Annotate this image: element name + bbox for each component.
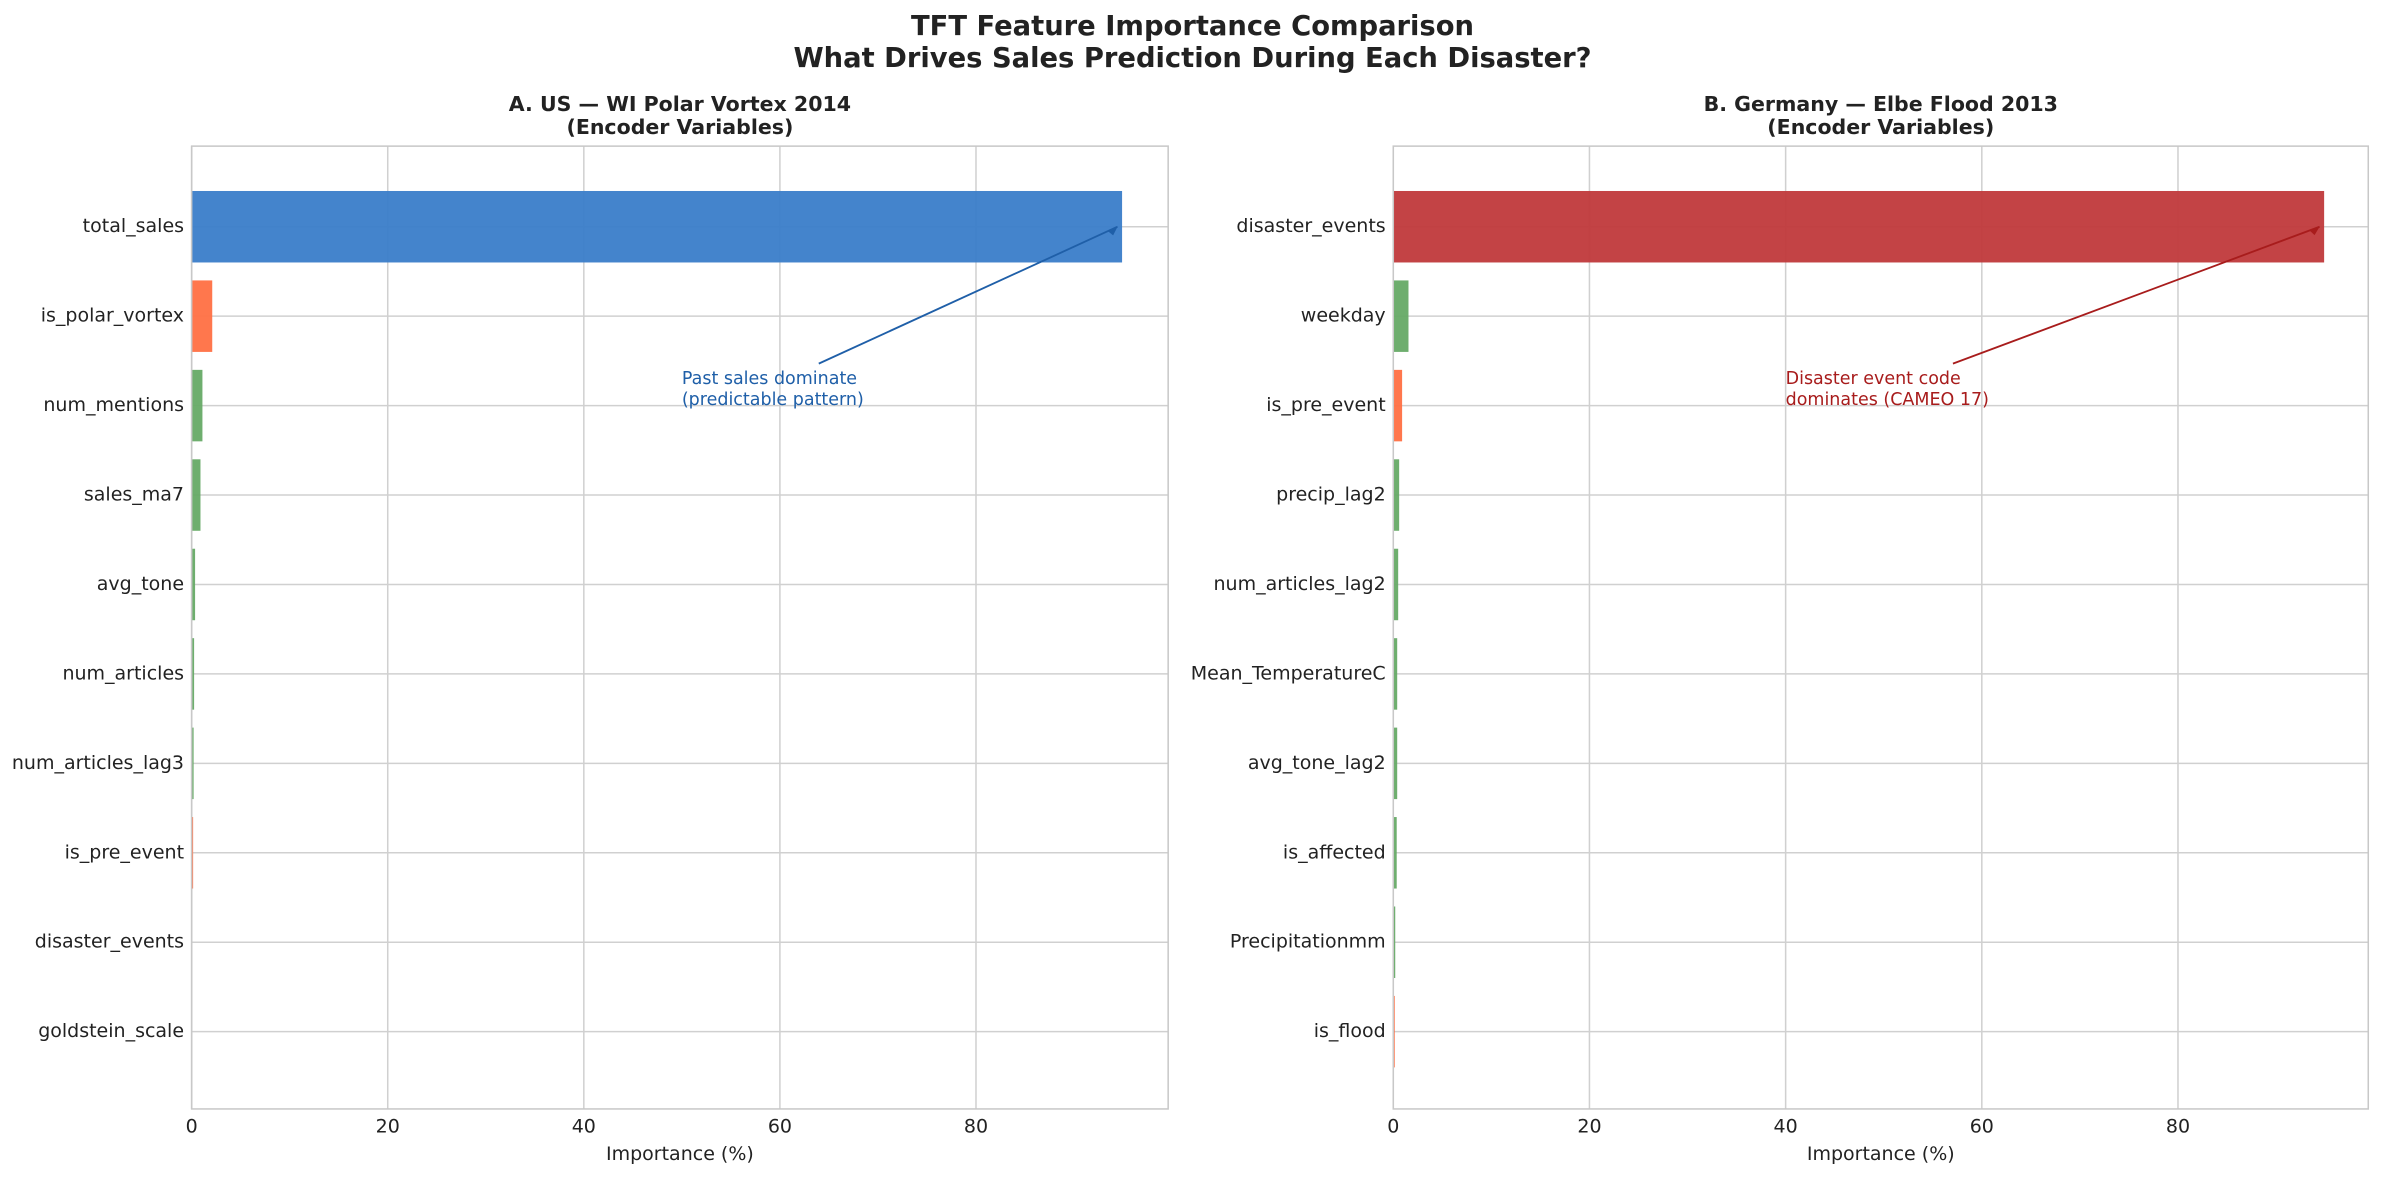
x-axis-label: Importance (%): [606, 1143, 754, 1165]
y-tick-label: avg_tone: [97, 573, 184, 595]
x-tick-label: 80: [964, 1116, 988, 1138]
y-tick-label: is_pre_event: [65, 841, 184, 863]
y-tick-label: disaster_events: [35, 931, 184, 953]
y-tick-label: num_mentions: [43, 394, 184, 416]
annotation-arrowhead: [2309, 226, 2320, 236]
figure-subtitle: What Drives Sales Prediction During Each…: [793, 43, 1591, 74]
x-tick-label: 80: [2166, 1116, 2190, 1138]
x-tick-label: 40: [572, 1116, 596, 1138]
y-tick-label: num_articles_lag2: [1214, 573, 1386, 595]
bar: [1393, 280, 1409, 352]
x-axis-label: Importance (%): [1807, 1143, 1955, 1165]
y-tick-label: disaster_events: [1236, 215, 1385, 237]
bar: [1393, 190, 2325, 263]
annotation: Disaster event code: [1786, 369, 1961, 389]
x-tick-label: 20: [1577, 1116, 1601, 1138]
y-tick-label: total_sales: [83, 215, 184, 237]
plot-frame: [1392, 145, 2370, 1110]
bar: [1393, 817, 1397, 889]
bar: [1393, 638, 1398, 710]
annotation-arrow: [1952, 225, 2320, 365]
bar: [191, 280, 213, 352]
figure-title: TFT Feature Importance Comparison: [911, 11, 1474, 42]
y-tick-label: is_flood: [1314, 1020, 1386, 1042]
x-tick-label: 0: [1387, 1116, 1399, 1138]
bar: [1393, 906, 1396, 978]
x-tick-label: 60: [768, 1116, 792, 1138]
y-tick-label: weekday: [1301, 305, 1386, 327]
annotation: dominates (CAMEO 17): [1786, 390, 1989, 410]
y-tick-label: is_polar_vortex: [41, 305, 184, 327]
bar: [1393, 727, 1398, 800]
y-tick-label: avg_tone_lag2: [1248, 752, 1386, 774]
panel-title: B. Germany — Elbe Flood 2013: [1704, 92, 2058, 116]
bar: [191, 459, 201, 531]
plot-frame: [190, 145, 1169, 1110]
y-tick-label: num_articles_lag3: [12, 752, 184, 774]
y-tick-label: Mean_TemperatureC: [1191, 662, 1386, 684]
bar: [1393, 369, 1403, 442]
y-tick-label: is_affected: [1283, 841, 1386, 863]
y-tick-label: Precipitationmm: [1230, 931, 1386, 953]
annotation: (predictable pattern): [682, 390, 864, 410]
bar: [191, 638, 195, 710]
bar: [1393, 459, 1400, 531]
y-tick-label: goldstein_scale: [38, 1020, 184, 1042]
y-tick-label: sales_ma7: [84, 484, 184, 506]
panel-subtitle: (Encoder Variables): [566, 115, 793, 139]
y-tick-label: is_pre_event: [1266, 394, 1385, 416]
bar: [191, 369, 203, 442]
panel-title: A. US — WI Polar Vortex 2014: [509, 92, 851, 116]
annotation-arrow: [818, 225, 1118, 365]
x-tick-label: 20: [376, 1116, 400, 1138]
x-tick-label: 0: [186, 1116, 198, 1138]
annotation-arrowhead: [1107, 226, 1118, 236]
bar: [1393, 548, 1399, 621]
x-tick-label: 40: [1774, 1116, 1798, 1138]
bar: [191, 727, 194, 800]
annotation: Past sales dominate: [682, 369, 857, 389]
panel-subtitle: (Encoder Variables): [1767, 115, 1994, 139]
bar: [191, 190, 1123, 263]
y-tick-label: num_articles: [62, 662, 184, 684]
y-tick-label: precip_lag2: [1276, 484, 1386, 506]
x-tick-label: 60: [1970, 1116, 1994, 1138]
bar: [191, 548, 196, 621]
